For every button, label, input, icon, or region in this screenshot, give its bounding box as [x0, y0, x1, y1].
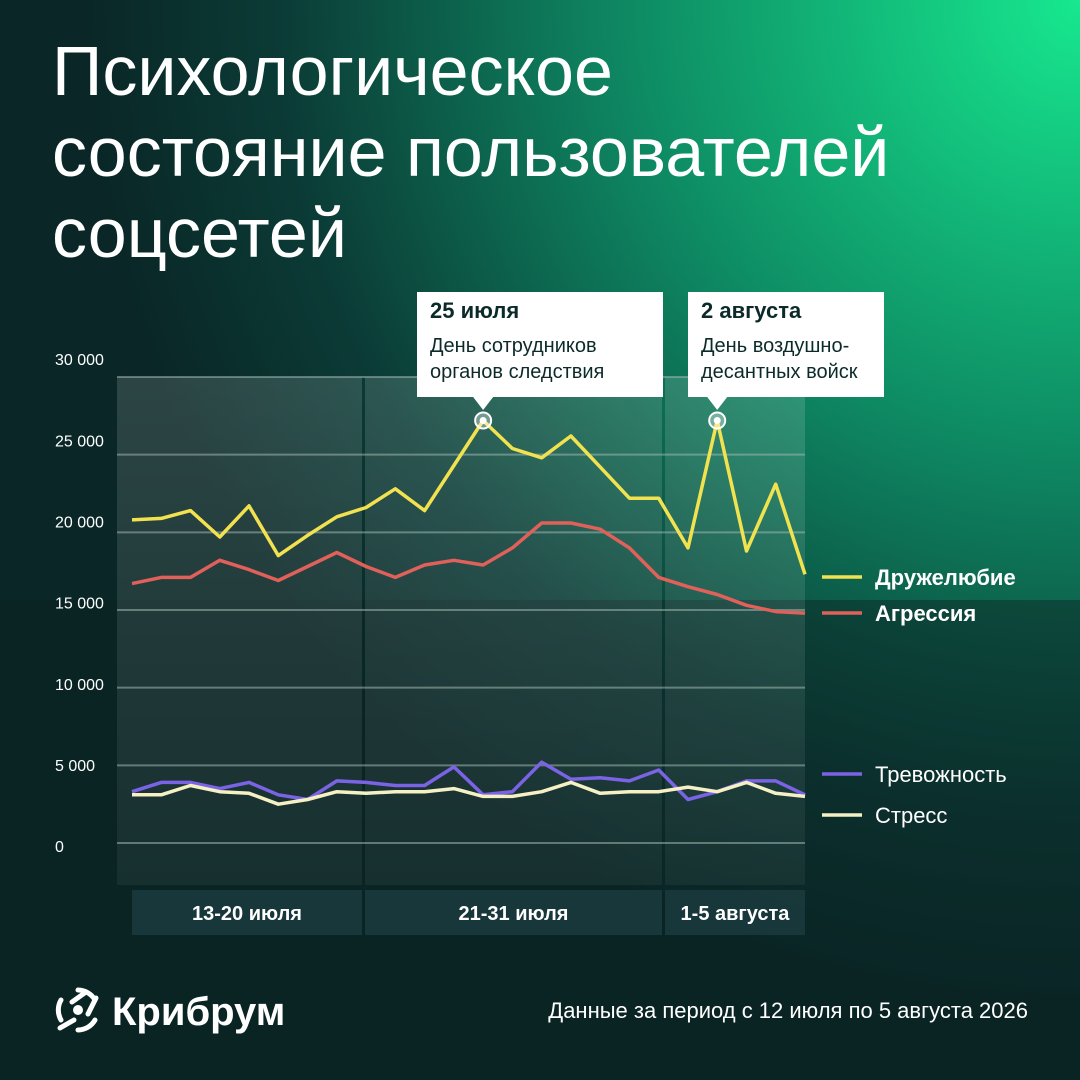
y-tick-label: 25 000	[55, 433, 104, 450]
brand: Крибрум	[112, 990, 285, 1034]
title-line: Психологическое	[52, 32, 613, 110]
legend-label: Стресс	[875, 803, 947, 828]
band-label: 1-5 августа	[681, 903, 791, 925]
y-tick-label: 15 000	[55, 596, 104, 613]
annotation: 25 июля День сотрудников органов следствия	[417, 292, 663, 430]
y-tick-label: 20 000	[55, 515, 104, 532]
series-line	[131, 521, 806, 615]
callout-title: 25 июля	[430, 298, 519, 323]
series-line	[132, 780, 806, 806]
series-line	[131, 760, 806, 802]
band-panel	[665, 377, 805, 885]
y-tick-label: 10 000	[55, 677, 104, 694]
callout-text: День сотрудников	[430, 335, 597, 357]
band-panel	[365, 377, 662, 885]
highlight-dot	[713, 416, 721, 424]
callout-box	[417, 292, 663, 410]
legend-label: Агрессия	[875, 601, 976, 626]
callout-text: День воздушно-	[701, 335, 849, 357]
title-line: соцсетей	[52, 194, 347, 272]
legend-label: Дружелюбие	[875, 565, 1016, 590]
series-line	[131, 418, 807, 575]
band-label: 13-20 июля	[192, 903, 302, 925]
annotation: 2 августа День воздушно-десантных войск	[688, 292, 884, 430]
band-label: 21-31 июля	[459, 903, 569, 925]
band-panel	[117, 377, 362, 885]
callout-text: десантных войск	[701, 361, 858, 383]
callout-box	[688, 292, 884, 410]
annotations: 25 июля День сотрудников органов следствия…	[417, 292, 884, 430]
highlight-dot	[479, 416, 487, 424]
y-tick-label: 5 000	[55, 758, 95, 775]
band-label-box	[665, 890, 805, 935]
callout-text: органов следствия	[430, 361, 604, 383]
chart-panels: 13-20 июля 21-31 июля 1-5 августа	[117, 377, 805, 935]
y-tick-label: 30 000	[55, 352, 104, 369]
y-tick-label: 0	[55, 839, 64, 856]
band-label-box	[365, 890, 662, 935]
legend-label: Тревожность	[875, 762, 1007, 787]
lines	[131, 418, 807, 806]
legend: Дружелюбие Агрессия Тревожность Стресс	[822, 565, 1016, 828]
title-line: состояние пользователей	[52, 113, 889, 191]
logo-icon	[55, 987, 99, 1033]
callout-title: 2 августа	[701, 298, 802, 323]
footer-note: Данные за период с 12 июля по 5 августа …	[548, 998, 1028, 1023]
band-label-box	[132, 890, 362, 935]
